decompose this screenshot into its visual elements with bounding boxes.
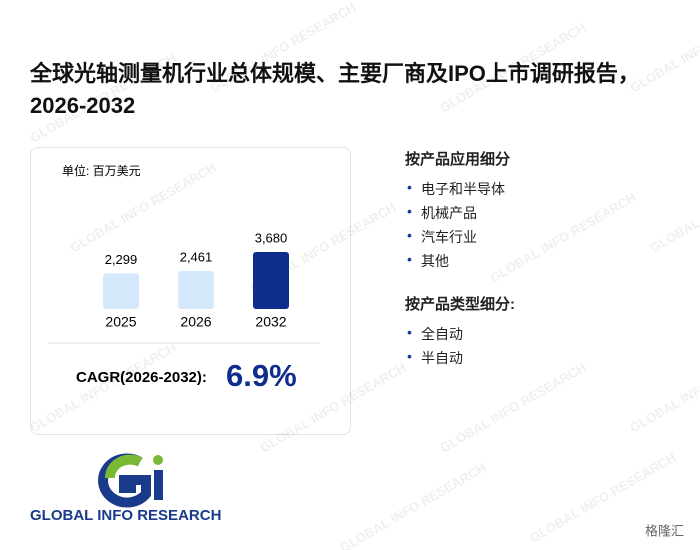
x-tick-label: 2025 xyxy=(105,314,136,330)
logo: GLOBAL INFO RESEARCH xyxy=(30,453,221,524)
segment-item: 汽车行业 xyxy=(407,227,477,247)
x-tick-label: 2026 xyxy=(180,314,211,330)
segment-heading: 按产品应用细分 xyxy=(405,151,511,168)
value-label: 2,461 xyxy=(180,249,213,264)
cagr-label: CAGR(2026-2032): xyxy=(76,369,207,386)
logo-text: GLOBAL INFO RESEARCH xyxy=(30,507,221,524)
segment-item: 全自动 xyxy=(407,324,463,344)
value-label: 2,299 xyxy=(105,252,138,267)
source-badge: 格隆汇 xyxy=(645,523,684,538)
x-tick-label: 2032 xyxy=(255,314,286,330)
segment-item: 其他 xyxy=(407,251,449,271)
value-label: 3,680 xyxy=(255,230,288,245)
unit-label: 单位: 百万美元 xyxy=(62,163,141,178)
segment-heading: 按产品类型细分: xyxy=(405,296,515,313)
bar xyxy=(103,273,139,309)
report-title: 全球光轴测量机行业总体规模、主要厂商及IPO上市调研报告，2026-2032 xyxy=(30,61,640,118)
segment-item: 电子和半导体 xyxy=(407,179,505,199)
segment-item: 半自动 xyxy=(407,348,463,368)
summary-card xyxy=(30,147,351,435)
bar xyxy=(253,252,289,309)
bar xyxy=(178,270,214,309)
cagr-value: 6.9% xyxy=(226,358,297,393)
segment-item: 机械产品 xyxy=(407,203,477,223)
